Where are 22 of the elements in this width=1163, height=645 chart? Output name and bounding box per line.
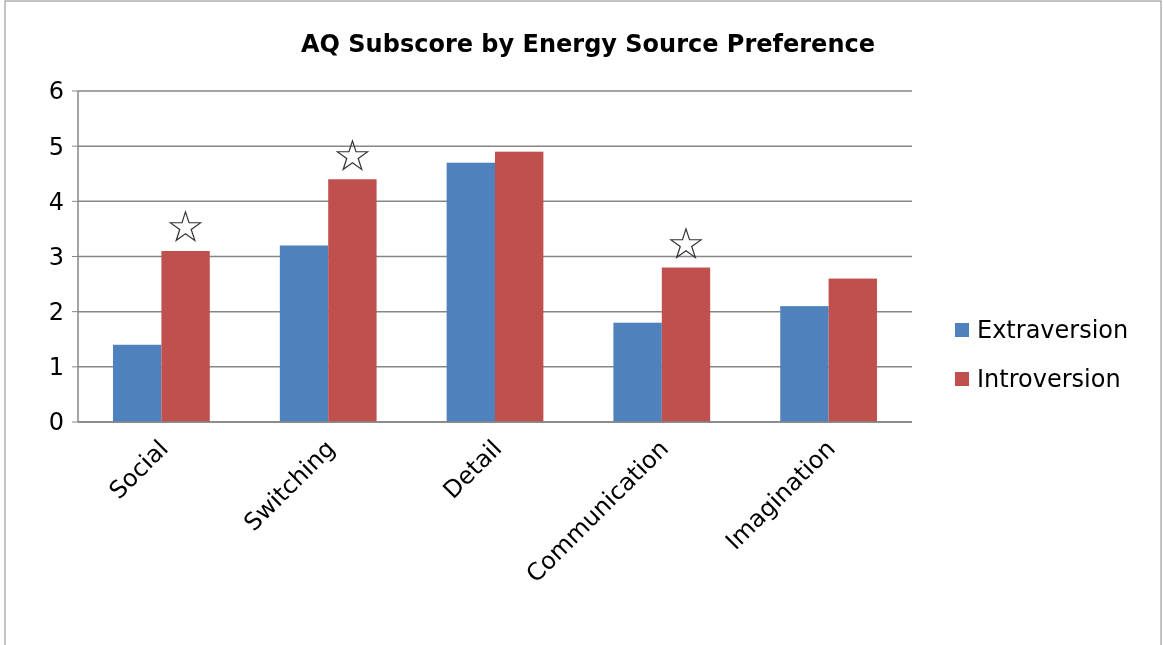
bar bbox=[279, 245, 329, 422]
y-tick-label: 6 bbox=[48, 77, 64, 106]
bar bbox=[495, 151, 544, 422]
annotation: ☆ bbox=[666, 217, 706, 269]
y-tick-label: 0 bbox=[48, 408, 64, 437]
legend-label: Introversion bbox=[977, 365, 1121, 394]
bar bbox=[446, 162, 495, 422]
legend-label: Extraversion bbox=[977, 316, 1129, 345]
bar bbox=[828, 278, 877, 422]
bar bbox=[328, 179, 377, 422]
bar bbox=[661, 267, 711, 422]
y-tick-label: 4 bbox=[48, 187, 64, 216]
bar bbox=[113, 344, 162, 422]
bar bbox=[161, 250, 210, 422]
y-tick-label: 2 bbox=[48, 298, 64, 327]
chart-title: AQ Subscore by Energy Source Preference bbox=[301, 30, 875, 58]
y-tick-label: 5 bbox=[48, 132, 64, 161]
y-tick-label: 3 bbox=[48, 242, 64, 271]
bar bbox=[613, 322, 662, 422]
bar bbox=[780, 306, 829, 422]
y-tick-label: 1 bbox=[48, 353, 64, 382]
annotation: ☆ bbox=[165, 201, 206, 253]
